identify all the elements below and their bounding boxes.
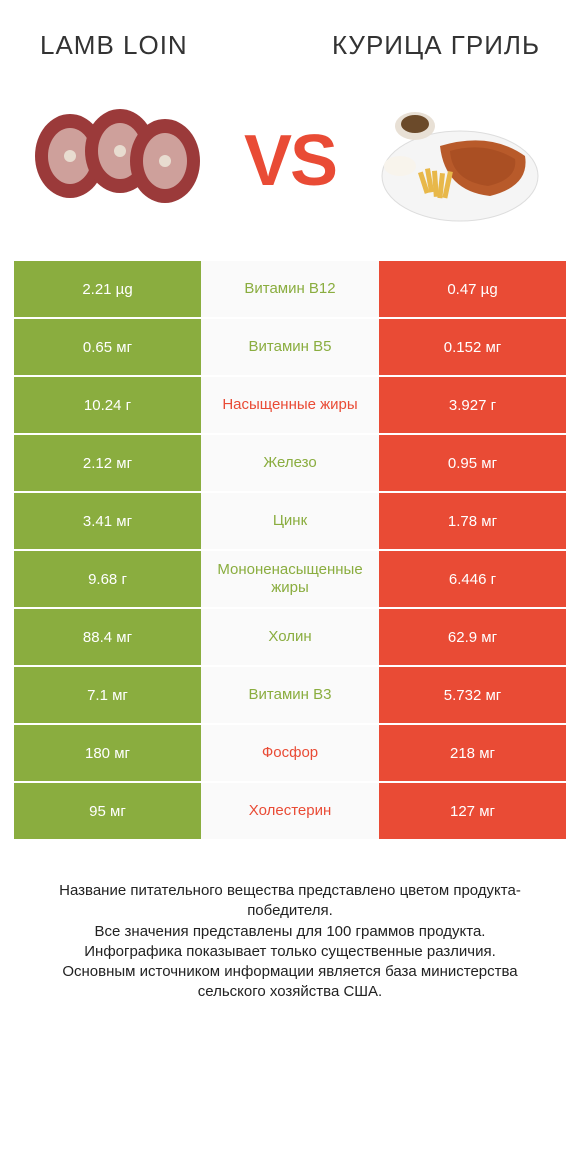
title-right: Курица гриль (332, 30, 540, 61)
chicken-image (370, 91, 550, 231)
table-row: 180 мгФосфор218 мг (14, 725, 566, 781)
nutrient-label: Витамин B5 (201, 319, 379, 375)
images-row: VS (0, 71, 580, 261)
nutrient-label: Мононенасыщенные жиры (201, 551, 379, 607)
vs-text: VS (244, 120, 336, 202)
nutrient-label: Насыщенные жиры (201, 377, 379, 433)
value-right: 1.78 мг (379, 493, 566, 549)
value-left: 2.12 мг (14, 435, 201, 491)
value-left: 7.1 мг (14, 667, 201, 723)
nutrient-label: Железо (201, 435, 379, 491)
value-right: 6.446 г (379, 551, 566, 607)
nutrient-label: Фосфор (201, 725, 379, 781)
header: Lamb loin Курица гриль (0, 0, 580, 71)
footer-line: Все значения представлены для 100 граммо… (30, 922, 550, 942)
table-row: 0.65 мгВитамин B50.152 мг (14, 319, 566, 375)
table-row: 95 мгХолестерин127 мг (14, 783, 566, 839)
table-row: 3.41 мгЦинк1.78 мг (14, 493, 566, 549)
lamb-image (30, 91, 210, 231)
title-left: Lamb loin (40, 30, 188, 61)
comparison-table: 2.21 µgВитамин B120.47 µg0.65 мгВитамин … (0, 261, 580, 839)
value-left: 3.41 мг (14, 493, 201, 549)
value-left: 9.68 г (14, 551, 201, 607)
value-right: 127 мг (379, 783, 566, 839)
value-left: 180 мг (14, 725, 201, 781)
footer-line: Инфографика показывает только существенн… (30, 942, 550, 962)
table-row: 10.24 гНасыщенные жиры3.927 г (14, 377, 566, 433)
table-row: 88.4 мгХолин62.9 мг (14, 609, 566, 665)
table-row: 9.68 гМононенасыщенные жиры6.446 г (14, 551, 566, 607)
nutrient-label: Холестерин (201, 783, 379, 839)
footer-line: Название питательного вещества представл… (30, 881, 550, 922)
value-left: 88.4 мг (14, 609, 201, 665)
value-left: 0.65 мг (14, 319, 201, 375)
value-right: 218 мг (379, 725, 566, 781)
value-left: 2.21 µg (14, 261, 201, 317)
value-left: 10.24 г (14, 377, 201, 433)
value-right: 0.95 мг (379, 435, 566, 491)
nutrient-label: Цинк (201, 493, 379, 549)
footer-line: Основным источником информации является … (30, 962, 550, 1003)
value-right: 62.9 мг (379, 609, 566, 665)
value-right: 3.927 г (379, 377, 566, 433)
table-row: 2.21 µgВитамин B120.47 µg (14, 261, 566, 317)
nutrient-label: Витамин B12 (201, 261, 379, 317)
value-right: 0.152 мг (379, 319, 566, 375)
value-left: 95 мг (14, 783, 201, 839)
nutrient-label: Витамин B3 (201, 667, 379, 723)
table-row: 2.12 мгЖелезо0.95 мг (14, 435, 566, 491)
table-row: 7.1 мгВитамин B35.732 мг (14, 667, 566, 723)
footer: Название питательного вещества представл… (0, 841, 580, 1003)
value-right: 0.47 µg (379, 261, 566, 317)
nutrient-label: Холин (201, 609, 379, 665)
value-right: 5.732 мг (379, 667, 566, 723)
